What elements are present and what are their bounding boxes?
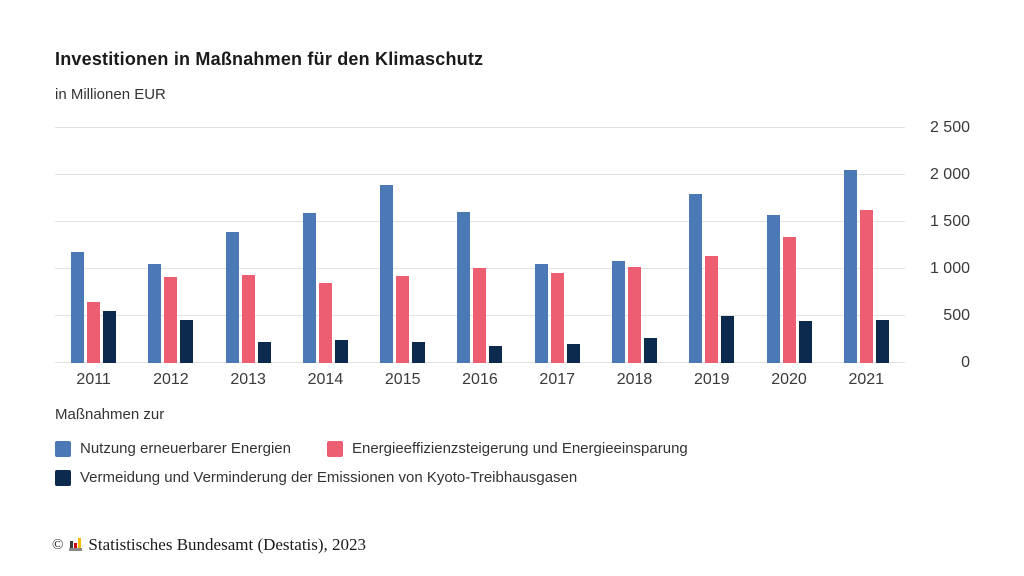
bar: [550, 272, 564, 363]
x-tick-label: 2013: [230, 371, 266, 388]
legend-label: Nutzung erneuerbarer Energien: [80, 440, 291, 457]
bar-group-2015: [364, 128, 441, 363]
x-tick-label: 2020: [771, 371, 807, 388]
y-tick-label: 1 500: [929, 213, 970, 230]
y-tick-label: 0: [961, 354, 970, 371]
y-axis-labels: 0 500 1 000 1 500 2 000 2 500: [915, 119, 970, 371]
bar: [566, 344, 580, 363]
legend-items: Nutzung erneuerbarer Energien Energieeffi…: [55, 440, 915, 486]
x-tick-label: 2012: [153, 371, 189, 388]
bar: [257, 342, 271, 363]
legend-label: Vermeidung und Verminderung der Emission…: [80, 469, 578, 486]
bar: [473, 268, 487, 363]
bar: [225, 232, 239, 363]
bar: [766, 215, 780, 363]
plot-area: [55, 127, 905, 363]
gridline: [55, 221, 905, 222]
bar: [87, 301, 101, 363]
bars-row: [55, 128, 905, 363]
bar: [721, 316, 735, 363]
bar: [457, 211, 471, 363]
x-tick-label: 2015: [384, 371, 421, 388]
bar-group-2016: [441, 128, 518, 363]
legend: Maßnahmen zur Nutzung erneuerbarer Energ…: [55, 406, 915, 486]
x-tick-label: 2017: [539, 371, 576, 388]
bar: [534, 264, 548, 363]
bar: [302, 212, 316, 363]
bar-group-2014: [287, 128, 364, 363]
y-tick-label: 500: [943, 307, 970, 324]
x-tick-label: 2019: [693, 371, 730, 388]
bar: [627, 267, 641, 363]
legend-label: Energieeffizienzsteigerung und Energieei…: [351, 440, 688, 457]
y-tick-label: 1 000: [929, 260, 970, 277]
bar: [843, 170, 857, 363]
bar: [782, 237, 796, 363]
bar: [489, 346, 503, 363]
legend-swatch-icon: [55, 440, 71, 457]
bar: [396, 275, 410, 363]
destatis-logo-icon: [69, 537, 83, 551]
bar: [611, 260, 625, 363]
bar: [705, 255, 719, 363]
bar-group-2021: [828, 128, 905, 363]
bar: [798, 320, 812, 363]
bar: [148, 264, 162, 363]
bar-group-2018: [596, 128, 673, 363]
legend-heading: Maßnahmen zur: [55, 406, 165, 423]
footer: © Statistisches Bundesamt (Destatis), 20…: [52, 535, 366, 555]
bar-group-2020: [750, 128, 827, 363]
bar: [334, 339, 348, 363]
bar-group-2013: [210, 128, 287, 363]
gridline: [55, 174, 905, 175]
bar: [643, 337, 657, 363]
bar-group-2012: [132, 128, 209, 363]
legend-item: Nutzung erneuerbarer Energien: [55, 440, 291, 457]
x-tick-label: 2011: [76, 371, 111, 388]
x-axis-labels: 2011 2012 2013 2014 2015 2016 2017 2018 2019 2020…: [55, 371, 905, 389]
bar: [164, 276, 178, 363]
bar: [318, 283, 332, 363]
x-tick-label: 2016: [462, 371, 498, 388]
bar: [875, 319, 889, 363]
bar-group-2017: [519, 128, 596, 363]
legend-swatch-icon: [326, 440, 343, 457]
bar: [180, 319, 194, 363]
bar-group-2019: [673, 128, 750, 363]
chart-title: Investitionen in Maßnahmen für den Klima…: [55, 49, 484, 69]
x-tick-label: 2014: [307, 371, 344, 388]
x-tick-label: 2018: [616, 371, 653, 388]
bar: [380, 185, 394, 363]
bar: [859, 209, 873, 363]
legend-item: Vermeidung und Verminderung der Emission…: [55, 469, 577, 486]
footer-source-text: Statistisches Bundesamt (Destatis), 2023: [88, 535, 367, 554]
bar: [241, 274, 255, 363]
gridline: [55, 127, 905, 128]
chart-subtitle: in Millionen EUR: [55, 86, 166, 103]
x-tick-label: 2021: [848, 371, 885, 388]
bar: [103, 311, 117, 363]
legend-item: Energieeffizienzsteigerung und Energieei…: [326, 440, 688, 457]
y-tick-label: 2 000: [929, 166, 970, 183]
bar-group-2011: [55, 128, 132, 363]
copyright-symbol: ©: [52, 536, 64, 553]
legend-swatch-icon: [55, 469, 71, 486]
bar: [71, 252, 85, 363]
bar: [689, 193, 703, 363]
bar: [412, 342, 426, 363]
y-tick-label: 2 500: [929, 119, 970, 136]
